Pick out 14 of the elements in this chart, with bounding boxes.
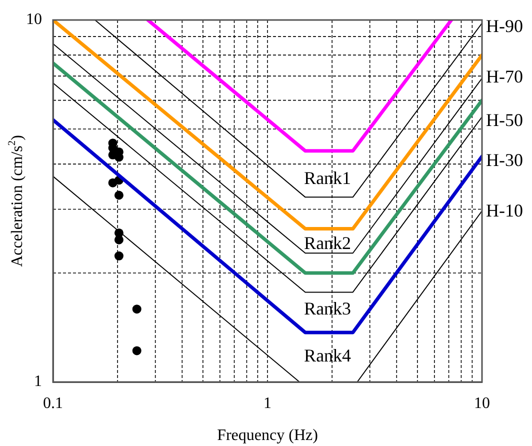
text: H-30: [486, 150, 523, 170]
text: H-10: [486, 200, 523, 221]
annotation: Rank2: [304, 233, 352, 254]
x-tick-label: 10: [474, 394, 490, 412]
annotation: Rank1: [304, 168, 352, 188]
x-tick-label: 0.1: [43, 394, 63, 412]
x-tick-label: 1: [264, 394, 272, 412]
x-axis-title: Frequency (Hz): [217, 427, 318, 444]
annotation: Rank4: [304, 345, 352, 366]
text: H-50: [486, 110, 523, 130]
y-axis-title: Acceleration (cm/s2): [7, 135, 26, 267]
annotation: Rank3: [304, 298, 352, 318]
text: H-70: [486, 66, 523, 87]
text: H-90: [486, 16, 523, 36]
